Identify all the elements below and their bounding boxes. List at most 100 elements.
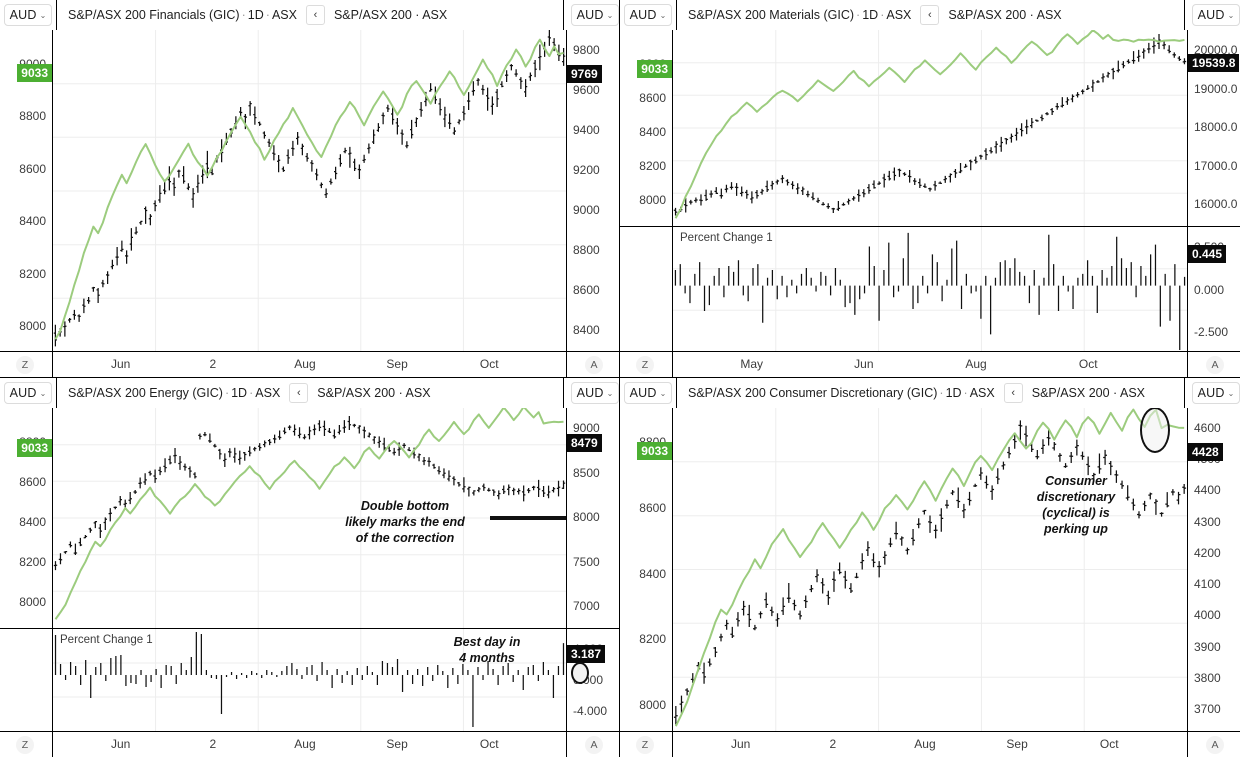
axis-tick: 8000 — [19, 595, 46, 609]
chevron-left-icon[interactable]: ‹ — [1003, 383, 1023, 403]
time-tick: Oct — [479, 357, 499, 371]
separator-dot: · — [224, 386, 230, 400]
time-tick: 2 — [829, 737, 837, 751]
time-tick: Sep — [386, 737, 408, 751]
axis-tick: 4200 — [1194, 545, 1221, 560]
auto-scale-button[interactable]: A — [585, 736, 603, 754]
time-tick: 2 — [209, 737, 217, 751]
time-axis-materials: Z A May Jun Aug Oct — [620, 351, 1240, 377]
separator-dot: · — [856, 8, 861, 22]
axis-rule — [672, 352, 673, 377]
axis-tick: 4400 — [1194, 483, 1221, 498]
price-plot-consumer-discretionary[interactable] — [672, 408, 1188, 731]
separator-dot: · — [963, 386, 968, 400]
price-badge: 0.445 — [1188, 245, 1227, 264]
axis-tick: 7500 — [573, 554, 600, 569]
time-tick: May — [740, 357, 764, 371]
price-badge: 9033 — [637, 442, 672, 461]
axis-tick: 4600 — [1194, 421, 1221, 435]
axis-tick: 20000.0 — [1194, 43, 1238, 57]
time-tick: Oct — [1078, 357, 1098, 371]
series-comparison — [674, 30, 1185, 219]
zoom-out-button[interactable]: Z — [16, 356, 34, 374]
chevron-down-icon: ⌄ — [1227, 10, 1235, 20]
left-price-axis-energy: 8800 8600 8400 8200 8000 9033 — [0, 408, 52, 628]
currency-button-left[interactable]: AUD ⌄ — [624, 382, 672, 404]
time-tick: Jun — [110, 357, 131, 371]
panel-body-financials: 9000 8800 8600 8400 8200 8000 9033 9800 9600 9400… — [0, 30, 619, 377]
currency-button-right[interactable]: AUD ⌄ — [571, 382, 619, 404]
zoom-out-button[interactable]: Z — [636, 356, 654, 374]
panel-header-consumer-discretionary: AUD ⌄ S&P/ASX 200 Consumer Discretionary (… — [620, 378, 1240, 408]
zoom-out-button[interactable]: Z — [16, 736, 34, 754]
axis-tick: 8600 — [19, 475, 46, 489]
axis-tick: 4000 — [1194, 608, 1221, 623]
chevron-left-icon[interactable]: ‹ — [305, 5, 325, 25]
price-plot-materials[interactable] — [672, 30, 1188, 226]
price-plot-financials[interactable] — [52, 30, 567, 352]
percent-change-plot-energy[interactable] — [52, 629, 567, 731]
panel-body-materials: 8800 8600 8400 8200 8000 9033 20000.0 19000.0 18… — [620, 30, 1240, 377]
panel-energy: AUD ⌄ S&P/ASX 200 Energy (GIC) · 1D · ASX ‹ S&P/… — [0, 378, 620, 757]
currency-value: AUD — [576, 8, 604, 22]
currency-button-left[interactable]: AUD ⌄ — [4, 382, 52, 404]
panel-consumer-discretionary: AUD ⌄ S&P/ASX 200 Consumer Discretionary (… — [620, 378, 1240, 757]
zoom-out-button[interactable]: Z — [636, 736, 654, 754]
auto-scale-button[interactable]: A — [1206, 736, 1224, 754]
series-comparison — [674, 408, 1185, 727]
axis-rule — [1187, 352, 1188, 377]
axis-tick: 9200 — [573, 163, 600, 177]
panel-header-right: AUD ⌄ — [563, 378, 619, 408]
symbol-title: S&P/ASX 200 Consumer Discretionary (GIC)… — [688, 386, 995, 400]
right-price-axis-consumer-discretionary: 4600 4500 4400 4300 4200 4100 4000 3900 3800 3700… — [1188, 408, 1240, 731]
currency-button-left[interactable]: AUD ⌄ — [624, 4, 672, 26]
time-axis-financials: Z A Jun 2 Aug Sep Oct — [0, 351, 619, 377]
axis-tick: 8800 — [573, 243, 600, 257]
panel-header-right: AUD ⌄ — [563, 0, 619, 30]
right-price-axis-materials: 20000.0 19000.0 18000.0 17000.0 16000.0 19539… — [1188, 30, 1240, 226]
currency-button-right[interactable]: AUD ⌄ — [1192, 4, 1240, 26]
axis-tick: 4.000 — [573, 642, 604, 656]
price-badge: 9033 — [17, 438, 52, 457]
axis-tick: 9000 — [573, 203, 600, 217]
symbol-title: S&P/ASX 200 Financials (GIC) · 1D · ASX — [68, 8, 297, 22]
separator-dot: · — [939, 386, 944, 400]
axis-tick: 4500 — [1194, 452, 1221, 467]
main-pane-consumer-discretionary: 8800 8600 8400 8200 8000 9033 4600 4500 4400 4300… — [620, 408, 1240, 731]
auto-scale-button[interactable]: A — [1206, 356, 1224, 374]
main-pane-financials: 9000 8800 8600 8400 8200 8000 9033 9800 9600 9400… — [0, 30, 619, 352]
separator-dot: · — [880, 8, 885, 22]
chevron-down-icon: ⌄ — [659, 388, 667, 398]
chevron-left-icon[interactable]: ‹ — [920, 5, 940, 25]
panel-header-right: AUD ⌄ — [1184, 378, 1240, 408]
axis-tick: 2.500 — [1194, 240, 1225, 254]
auto-scale-button[interactable]: A — [585, 356, 603, 374]
right-price-axis-financials: 9800 9600 9400 9200 9000 8800 8600 8400 9769 — [567, 30, 619, 352]
time-tick: Jun — [854, 357, 874, 371]
currency-button-right[interactable]: AUD ⌄ — [1192, 382, 1240, 404]
axis-tick: 19000.0 — [1194, 81, 1238, 96]
currency-button-left[interactable]: AUD ⌄ — [4, 4, 52, 26]
panel-body-energy: 8800 8600 8400 8200 8000 9033 9000 8500 8000 7500… — [0, 408, 619, 757]
currency-value: AUD — [1197, 386, 1225, 400]
axis-tick: 8500 — [573, 465, 600, 480]
subpane-title-energy: Percent Change 1 — [60, 634, 153, 646]
currency-button-right[interactable]: AUD ⌄ — [571, 4, 619, 26]
time-tick: Oct — [479, 737, 499, 751]
axis-tick: 8200 — [639, 159, 666, 173]
axis-rule — [672, 732, 673, 757]
time-axis-energy: Z A Jun 2 Aug Sep Oct — [0, 731, 619, 757]
subpane-materials: Percent Change 1 2.500 0.000 -2.500 0.445 — [620, 227, 1240, 352]
price-plot-energy[interactable] — [52, 408, 567, 628]
chevron-left-icon[interactable]: ‹ — [289, 383, 309, 403]
axis-tick: 8000 — [639, 698, 666, 712]
currency-value: AUD — [629, 386, 657, 400]
panel-body-consumer-discretionary: 8800 8600 8400 8200 8000 9033 4600 4500 4400 4300… — [620, 407, 1240, 757]
axis-tick: 8000 — [19, 319, 46, 333]
symbol-area-energy: S&P/ASX 200 Energy (GIC) · 1D · ASX ‹ S&P/ASX … — [56, 378, 563, 408]
axis-tick: 9600 — [573, 83, 600, 97]
currency-value: AUD — [629, 8, 657, 22]
main-pane-materials: 8800 8600 8400 8200 8000 9033 20000.0 19000.0 18… — [620, 30, 1240, 226]
axis-tick: 8800 — [19, 109, 46, 124]
percent-change-plot-materials[interactable] — [672, 227, 1188, 352]
